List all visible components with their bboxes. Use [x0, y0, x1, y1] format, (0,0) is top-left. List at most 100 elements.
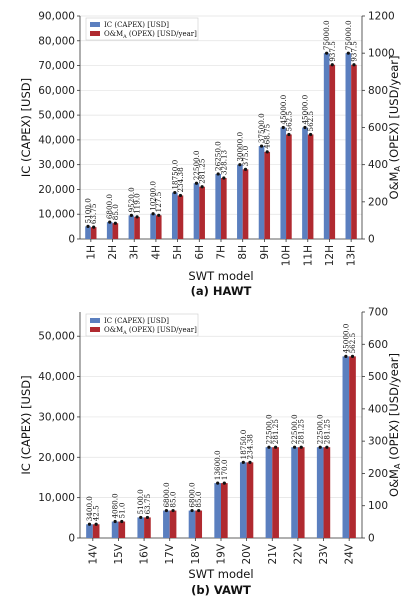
- bar-capex: [137, 517, 145, 538]
- y2-axis-title: O&MA (OPEX) [USD/year]: [387, 56, 402, 200]
- bar-opex: [169, 510, 177, 538]
- data-label-opex: 562.5: [284, 110, 293, 131]
- x-tick-label: 15V: [113, 543, 125, 564]
- data-label-opex: 468.75: [263, 123, 272, 149]
- bar-opex-marker: [308, 132, 313, 137]
- x-tick-label: 22V: [292, 543, 304, 564]
- legend-box: [85, 313, 199, 337]
- y-tick-label: 10,000: [38, 209, 75, 221]
- chart-caption: (b) VAWT: [191, 583, 251, 597]
- data-label-opex: 85.0: [169, 491, 178, 507]
- bar-opex-marker: [350, 354, 355, 358]
- chart-caption: (a) HAWT: [191, 284, 252, 298]
- data-label-capex: 22500.0: [264, 414, 273, 444]
- bar-opex: [90, 227, 97, 239]
- bar-capex-marker: [139, 515, 143, 520]
- y-tick-label: 30,000: [38, 159, 75, 171]
- y2-tick-label: 200: [368, 196, 388, 208]
- bar-capex-marker: [267, 445, 271, 449]
- bar-opex-marker: [299, 445, 303, 449]
- y-axis-title: IC (CAPEX) [USD]: [19, 78, 33, 177]
- x-tick-label: 8H: [237, 245, 249, 260]
- bar-capex-marker: [194, 181, 199, 185]
- bar-opex: [349, 356, 356, 538]
- data-label-opex: 170.0: [220, 459, 229, 480]
- data-label-capex: 5100.0: [136, 489, 145, 515]
- bar-opex: [118, 521, 126, 538]
- bar-capex: [342, 356, 350, 538]
- y2-tick-label: 600: [368, 339, 388, 351]
- bar-capex: [280, 127, 287, 239]
- data-label-opex: 375.0: [241, 145, 250, 166]
- data-label-capex: 45000.0: [300, 94, 309, 124]
- bar-opex: [195, 510, 203, 538]
- y-tick-label: 80,000: [38, 35, 75, 47]
- y2-tick-label: 0: [368, 234, 375, 246]
- y-tick-label: 70,000: [38, 60, 75, 72]
- bar-capex: [237, 164, 243, 239]
- x-tick-label: 11H: [302, 245, 314, 266]
- data-label-opex: 51.0: [117, 502, 126, 518]
- y2-tick-label: 300: [368, 436, 388, 448]
- y-tick-label: 0: [68, 234, 75, 246]
- x-tick-label: 24V: [344, 543, 356, 564]
- x-tick-label: 4H: [150, 245, 162, 260]
- bar-capex-marker: [292, 445, 297, 449]
- y-tick-label: 60,000: [38, 85, 75, 97]
- bar-opex-marker: [157, 213, 161, 217]
- data-label-opex: 937.5: [328, 41, 337, 62]
- bar-capex: [302, 127, 308, 239]
- data-label-opex: 234.38: [245, 434, 254, 460]
- bar-opex-marker: [330, 63, 334, 67]
- data-label-opex: 63.75: [89, 203, 98, 224]
- x-tick-label: 3H: [129, 245, 141, 260]
- bar-opex: [144, 517, 151, 538]
- y-tick-label: 90,000: [38, 11, 75, 23]
- data-label-opex: 85.0: [194, 491, 203, 507]
- bar-capex: [345, 53, 352, 239]
- data-label-capex: 26250.0: [214, 141, 223, 171]
- legend-swatch-capex: [90, 318, 100, 323]
- x-tick-label: 9H: [259, 245, 271, 260]
- data-label-opex: 562.5: [348, 332, 357, 353]
- data-label-capex: 37500.0: [257, 113, 266, 143]
- bar-opex-marker: [248, 460, 252, 464]
- bar-capex-marker: [129, 213, 134, 218]
- data-label-capex: 18750.0: [170, 159, 179, 189]
- x-tick-label: 10H: [281, 245, 293, 266]
- x-tick-label: 21V: [267, 543, 279, 564]
- data-label-capex: 4080.0: [111, 493, 120, 519]
- bar-opex-marker: [222, 481, 226, 485]
- y-tick-label: 40,000: [38, 134, 75, 146]
- bar-opex: [221, 483, 228, 538]
- bar-opex-marker: [94, 522, 98, 526]
- legend-label-opex: O&MA (OPEX) [USD/year]: [104, 326, 197, 336]
- x-tick-label: 16V: [139, 543, 151, 564]
- bar-opex: [297, 447, 305, 538]
- x-axis-title: SWT model: [188, 269, 253, 283]
- bar-opex: [112, 223, 119, 239]
- bar-opex: [242, 169, 249, 239]
- data-label-capex: 9520.0: [127, 187, 136, 213]
- bar-capex-marker: [87, 522, 92, 526]
- data-label-capex: 3400.0: [85, 496, 94, 522]
- y2-tick-label: 100: [368, 500, 388, 512]
- bar-opex-marker: [243, 167, 248, 171]
- data-label-opex: 127.5: [154, 191, 163, 212]
- legend-label-capex: IC (CAPEX) [USD]: [104, 21, 169, 29]
- hawt-chart: 0 10,000 20,000 30,000 40,000 50,000 60,000 70,…: [19, 11, 402, 299]
- bar-opex: [92, 524, 100, 538]
- bar-capex: [239, 462, 247, 538]
- x-tick-label: 13H: [346, 245, 358, 266]
- y2-tick-label: 800: [368, 85, 388, 97]
- bar-capex-marker: [259, 144, 264, 148]
- x-tick-label: 23V: [318, 543, 330, 564]
- bar-capex-marker: [216, 481, 220, 485]
- bar-capex-marker: [325, 51, 329, 55]
- data-label-capex: 18750.0: [239, 429, 248, 459]
- data-label-capex: 6800.0: [188, 482, 197, 508]
- x-tick-label: 20V: [241, 543, 253, 564]
- bar-capex: [214, 483, 221, 538]
- bar-capex: [85, 226, 91, 239]
- data-label-opex: 85.0: [111, 204, 120, 220]
